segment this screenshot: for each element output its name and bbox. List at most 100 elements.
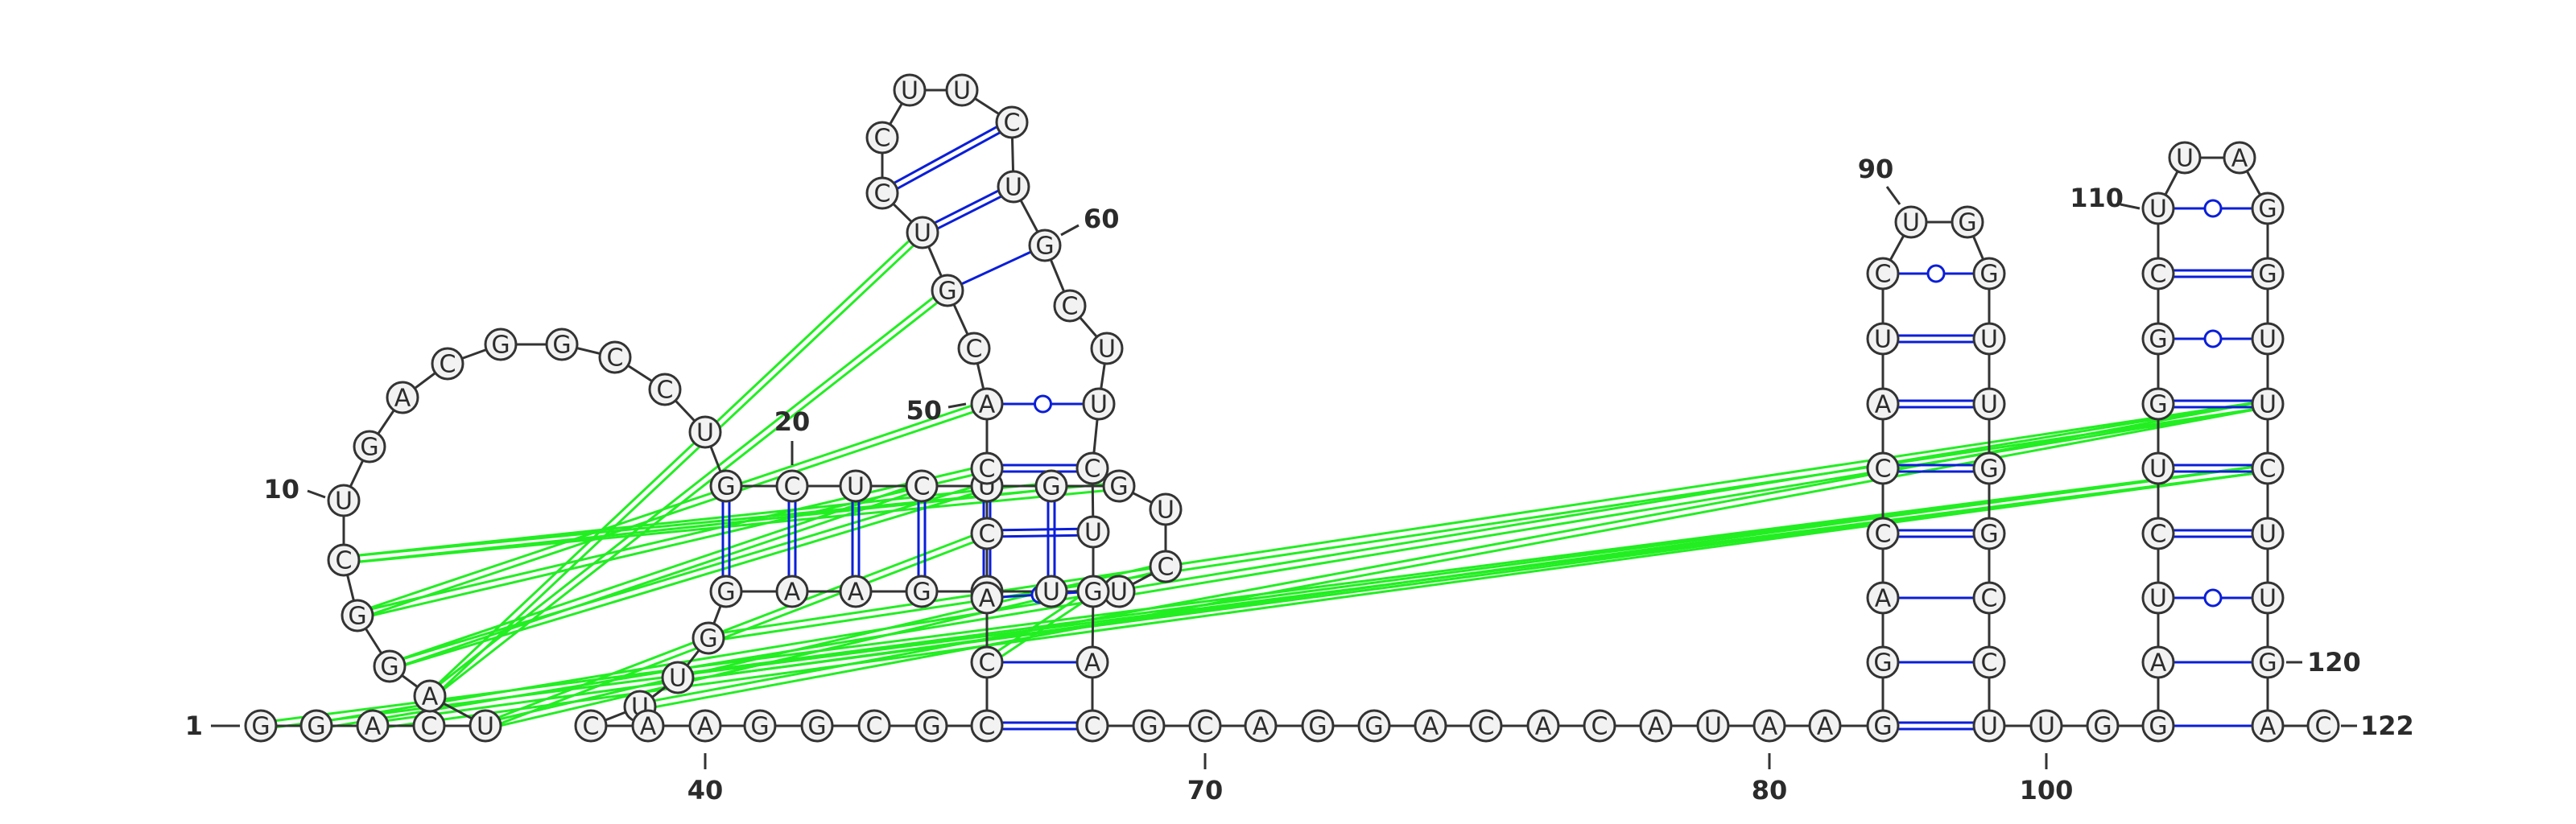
position-tick (1885, 186, 1901, 205)
nucleotide-letter: A (2150, 649, 2167, 678)
nucleotide-letter: A (1084, 649, 1101, 678)
nucleotide-circle (1808, 709, 1842, 743)
watson-crick-pair (920, 183, 1013, 231)
wobble-marker (2203, 329, 2223, 348)
nucleotide-letter: G (552, 332, 571, 360)
pseudoknot-line (388, 481, 987, 665)
nucleotide-letter: A (848, 579, 865, 607)
nucleotide-letter: G (2258, 261, 2277, 289)
nucleotide: C (2141, 257, 2175, 290)
nucleotide: G (1972, 451, 2006, 485)
nucleotide-circle (914, 709, 948, 743)
pseudoknot-line (356, 464, 987, 614)
nucleotide-letter: C (607, 344, 624, 373)
nucleotide-circle (2141, 322, 2175, 356)
nucleotide-circle (1034, 575, 1068, 608)
nucleotide-circle (1034, 469, 1068, 503)
nucleotide-circle (2168, 141, 2202, 175)
nucleotide-circle (970, 517, 1004, 550)
nucleotide-circle (2223, 141, 2256, 175)
nucleotide-circle (1972, 517, 2006, 550)
nucleotide: C (327, 543, 361, 577)
watson-crick-pair (986, 527, 1093, 532)
nucleotide-letter: C (657, 377, 674, 405)
nucleotide-letter: A (2231, 145, 2248, 173)
nucleotide-letter: C (1158, 554, 1174, 582)
position-label: 70 (1187, 775, 1224, 805)
nucleotide-letter: C (866, 713, 883, 741)
nucleotide: G (1951, 205, 1984, 239)
nucleotide-letter: U (1980, 391, 1998, 419)
nucleotide-letter: U (1098, 336, 1116, 364)
nucleotide-letter: G (251, 713, 270, 741)
nucleotide: G (1972, 517, 2006, 550)
nucleotide-letter: U (1042, 579, 1060, 607)
nucleotide-letter: A (1253, 713, 1269, 741)
nucleotide-circle (800, 709, 834, 743)
nucleotide-circle (2251, 322, 2285, 356)
nucleotide-circle (691, 621, 725, 655)
nucleotide-circle (2029, 709, 2063, 743)
nucleotide-circle (648, 373, 682, 406)
nucleotide-circle (839, 469, 873, 503)
nucleotide-circle (688, 415, 722, 449)
nucleotide-letter: G (491, 332, 510, 360)
nucleotide-circle (2141, 192, 2175, 225)
nucleotide-circle (327, 484, 361, 517)
nucleotide: G (1132, 709, 1166, 743)
nucleotide-circle (1972, 322, 2006, 356)
nucleotide-circle (997, 170, 1030, 204)
pseudoknot-line (390, 488, 989, 671)
nucleotide-letter: U (335, 488, 353, 516)
nucleotide: G (1301, 709, 1335, 743)
nucleotide: C (1075, 709, 1109, 743)
nucleotide-circle (970, 709, 1004, 743)
nucleotide-circle (1972, 709, 2006, 743)
pseudoknot-line (427, 286, 947, 695)
nucleotide: C (431, 347, 464, 381)
nucleotide-letter: G (1139, 713, 1158, 741)
nucleotide-letter: G (1979, 261, 1998, 289)
nucleotide-circle (2141, 387, 2175, 421)
nucleotide-letter: A (1817, 713, 1834, 741)
nucleotide-letter: A (2260, 713, 2277, 741)
pseudoknot-line (344, 488, 1052, 565)
nucleotide: U (1082, 387, 1116, 421)
nucleotide-circle (775, 469, 809, 503)
nucleotide: C (1866, 257, 1900, 290)
nucleotide-circle (2306, 709, 2340, 743)
nucleotide-letter: A (1535, 713, 1552, 741)
nucleotide-letter: G (716, 579, 735, 607)
wobble-marker (1034, 394, 1052, 414)
nucleotide-letter: G (2149, 713, 2167, 741)
nucleotide-circle (1866, 709, 1900, 743)
nucleotide-letter: G (716, 473, 735, 501)
pseudoknot-line (316, 399, 2268, 724)
nucleotide-circle (970, 387, 1004, 421)
nucleotide-letter: C (914, 473, 931, 501)
pseudoknot-line (357, 406, 989, 620)
nucleotide-circle (2141, 709, 2175, 743)
nucleotide-letter: G (1873, 713, 1892, 741)
nucleotide: A (2141, 645, 2175, 679)
nucleotide-circle (1639, 709, 1673, 743)
nucleotide: C (970, 645, 1004, 679)
nucleotide-circle (1894, 205, 1928, 239)
nucleotide-letter: C (1981, 649, 1998, 678)
nucleotide-circle (2251, 192, 2285, 225)
nucleotide: G (691, 621, 725, 655)
nucleotide-circle (327, 543, 361, 577)
nucleotide-circle (1972, 645, 2006, 679)
nucleotide: G (545, 328, 579, 361)
nucleotide-letter: U (901, 77, 919, 105)
nucleotide-letter: A (394, 385, 411, 413)
nucleotide-letter: U (1110, 579, 1128, 607)
nucleotide: G (743, 709, 777, 743)
nucleotide-circle (2251, 451, 2285, 485)
nucleotide-letter: C (2150, 261, 2167, 289)
nucleotide: C (1469, 709, 1503, 743)
nucleotide-letter: U (2176, 145, 2194, 173)
nucleotide-circle (743, 709, 777, 743)
